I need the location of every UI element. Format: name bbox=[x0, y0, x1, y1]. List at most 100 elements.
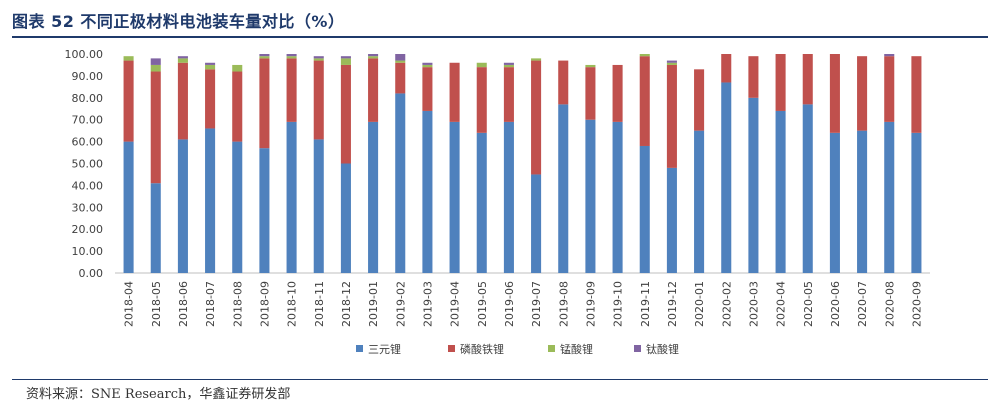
x-tick-label: 2020-06 bbox=[829, 281, 842, 327]
bar-segment bbox=[368, 56, 379, 59]
bar-segment bbox=[558, 104, 569, 274]
bar-segment bbox=[395, 60, 406, 63]
bar-segment bbox=[748, 56, 759, 98]
x-tick-label: 2019-09 bbox=[584, 281, 597, 327]
bar-segment bbox=[177, 139, 188, 273]
bar-segment bbox=[585, 67, 596, 120]
bar-segment bbox=[748, 97, 759, 273]
x-tick-label: 2018-07 bbox=[204, 281, 217, 327]
title-divider bbox=[12, 36, 988, 38]
chart-title: 图表 52 不同正极材料电池装车量对比（%） bbox=[12, 12, 345, 31]
bar-segment bbox=[340, 64, 351, 164]
bar-segment bbox=[476, 67, 487, 133]
x-tick-label: 2020-04 bbox=[775, 281, 788, 327]
bar-segment bbox=[205, 64, 216, 70]
x-tick-label: 2019-06 bbox=[503, 281, 516, 327]
bar-segment bbox=[313, 60, 324, 140]
bar-segment bbox=[639, 54, 650, 57]
x-tick-label: 2019-05 bbox=[476, 281, 489, 327]
bar-segment bbox=[476, 132, 487, 273]
bar-segment bbox=[829, 132, 840, 273]
bar-segment bbox=[259, 56, 270, 59]
bar-segment bbox=[232, 141, 243, 273]
bar-segment bbox=[150, 183, 161, 273]
stacked-bar-chart: 0.00 10.00 20.00 30.00 40.00 50.00 60.00 70.00 8… bbox=[65, 48, 930, 356]
bar-segment bbox=[259, 148, 270, 273]
bar-segment bbox=[802, 104, 813, 274]
bar-segment bbox=[694, 69, 705, 131]
bar-segment bbox=[884, 54, 895, 57]
bar-segment bbox=[340, 58, 351, 65]
y-tick-label: 70.00 bbox=[72, 114, 104, 127]
y-tick-label: 100.00 bbox=[65, 48, 104, 61]
y-tick-label: 20.00 bbox=[72, 223, 104, 236]
x-tick-label: 2020-01 bbox=[693, 281, 706, 327]
bar-segment bbox=[205, 128, 216, 273]
bar-segment bbox=[775, 110, 786, 273]
bar-segment bbox=[368, 58, 379, 122]
x-tick-label: 2018-04 bbox=[123, 281, 136, 327]
x-tick-label: 2020-02 bbox=[720, 281, 733, 327]
y-tick-label: 80.00 bbox=[72, 92, 104, 105]
x-tick-label: 2020-07 bbox=[856, 281, 869, 327]
y-tick-label: 40.00 bbox=[72, 179, 104, 192]
source-note: 资料来源：SNE Research，华鑫证券研发部 bbox=[26, 387, 291, 402]
bar-segment bbox=[449, 62, 460, 122]
bar-segment bbox=[694, 130, 705, 273]
bar-segment bbox=[259, 54, 270, 57]
bar-segment bbox=[123, 141, 134, 273]
bar-segment bbox=[150, 71, 161, 184]
x-tick-label: 2019-12 bbox=[666, 281, 679, 327]
bar-segment bbox=[911, 132, 922, 273]
x-tick-label: 2019-07 bbox=[530, 281, 543, 327]
bar-segment bbox=[232, 64, 243, 72]
x-tick-label: 2019-10 bbox=[612, 281, 625, 327]
x-tick-label: 2018-06 bbox=[177, 281, 190, 327]
bar-segment bbox=[395, 54, 406, 61]
x-tick-label: 2018-05 bbox=[150, 281, 163, 327]
bar-segment bbox=[884, 56, 895, 122]
bar-segment bbox=[286, 121, 297, 273]
x-tick-label: 2019-11 bbox=[639, 281, 652, 327]
x-tick-label: 2019-01 bbox=[367, 281, 380, 327]
bar-segment bbox=[503, 121, 514, 273]
bar-segment bbox=[340, 163, 351, 273]
bar-segment bbox=[123, 56, 134, 61]
bar-segment bbox=[286, 56, 297, 59]
x-tick-label: 2018-10 bbox=[286, 281, 299, 327]
bar-segment bbox=[395, 93, 406, 273]
y-tick-label: 30.00 bbox=[72, 201, 104, 214]
bar-segment bbox=[313, 56, 324, 59]
bar-segment bbox=[775, 54, 786, 111]
bar-segment bbox=[585, 119, 596, 273]
bar-segment bbox=[612, 64, 623, 122]
bar-segment bbox=[857, 56, 868, 131]
bar-segment bbox=[911, 56, 922, 133]
bar-segment bbox=[150, 64, 161, 72]
bar-segment bbox=[177, 56, 188, 59]
bar-segment bbox=[232, 71, 243, 142]
legend-label: 三元锂 bbox=[368, 342, 401, 356]
y-tick-label: 10.00 bbox=[72, 245, 104, 258]
legend-swatch bbox=[634, 345, 641, 352]
legend-label: 磷酸铁锂 bbox=[460, 342, 504, 356]
x-tick-label: 2020-09 bbox=[910, 281, 923, 327]
y-tick-label: 60.00 bbox=[72, 136, 104, 149]
bar-segment bbox=[449, 121, 460, 273]
bar-segment bbox=[286, 54, 297, 57]
bar-segment bbox=[531, 174, 542, 273]
source-divider bbox=[12, 379, 988, 380]
bar-segment bbox=[422, 64, 433, 68]
bar-segment bbox=[721, 82, 732, 273]
bar-segment bbox=[503, 64, 514, 68]
bar-segment bbox=[313, 139, 324, 273]
bar-segment bbox=[802, 54, 813, 105]
x-tick-label: 2018-11 bbox=[313, 281, 326, 327]
x-tick-label: 2019-02 bbox=[394, 281, 407, 327]
bar-segment bbox=[476, 62, 487, 68]
y-tick-label: 0.00 bbox=[79, 267, 104, 280]
bar-segment bbox=[666, 60, 677, 63]
bar-segment bbox=[286, 58, 297, 122]
bar-segment bbox=[259, 58, 270, 149]
bar-segment bbox=[422, 110, 433, 273]
